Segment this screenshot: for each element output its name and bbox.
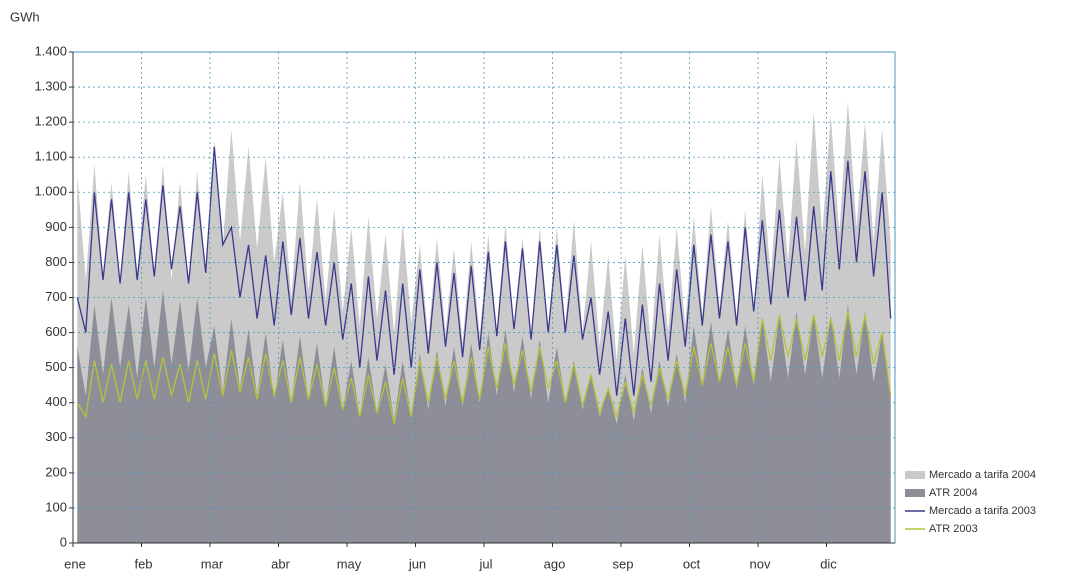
y-tick-label: 1.400 xyxy=(34,43,67,58)
legend-label: ATR 2004 xyxy=(929,487,978,499)
y-tick-label: 600 xyxy=(45,324,67,339)
legend-swatch xyxy=(905,471,925,479)
legend-swatch xyxy=(905,489,925,497)
x-tick-label: jul xyxy=(478,556,492,571)
x-tick-label: sep xyxy=(613,556,634,571)
y-tick-label: 900 xyxy=(45,219,67,234)
legend-label: Mercado a tarifa 2004 xyxy=(929,469,1036,481)
y-tick-label: 1.100 xyxy=(34,149,67,164)
x-tick-label: nov xyxy=(750,556,771,571)
y-tick-label: 1.000 xyxy=(34,184,67,199)
x-tick-label: ago xyxy=(544,556,566,571)
legend-label: ATR 2003 xyxy=(929,523,978,535)
y-tick-label: 800 xyxy=(45,254,67,269)
x-tick-label: oct xyxy=(683,556,701,571)
x-tick-label: ene xyxy=(64,556,86,571)
y-tick-label: 1.300 xyxy=(34,79,67,94)
y-tick-label: 100 xyxy=(45,499,67,514)
x-tick-label: mar xyxy=(201,556,224,571)
line xyxy=(76,146,892,396)
y-tick-label: 300 xyxy=(45,429,67,444)
y-tick-label: 500 xyxy=(45,359,67,374)
x-tick-label: feb xyxy=(134,556,152,571)
area xyxy=(77,290,891,543)
y-axis-label: GWh xyxy=(10,9,40,24)
y-tick-label: 400 xyxy=(45,394,67,409)
y-tick-label: 0 xyxy=(60,534,67,549)
x-tick-label: may xyxy=(337,556,362,571)
legend-label: Mercado a tarifa 2003 xyxy=(929,505,1036,517)
y-tick-label: 1.200 xyxy=(34,114,67,129)
y-tick-label: 200 xyxy=(45,464,67,479)
x-tick-label: abr xyxy=(271,556,290,571)
x-tick-label: jun xyxy=(408,556,426,571)
y-tick-label: 700 xyxy=(45,289,67,304)
x-tick-label: dic xyxy=(820,556,837,571)
